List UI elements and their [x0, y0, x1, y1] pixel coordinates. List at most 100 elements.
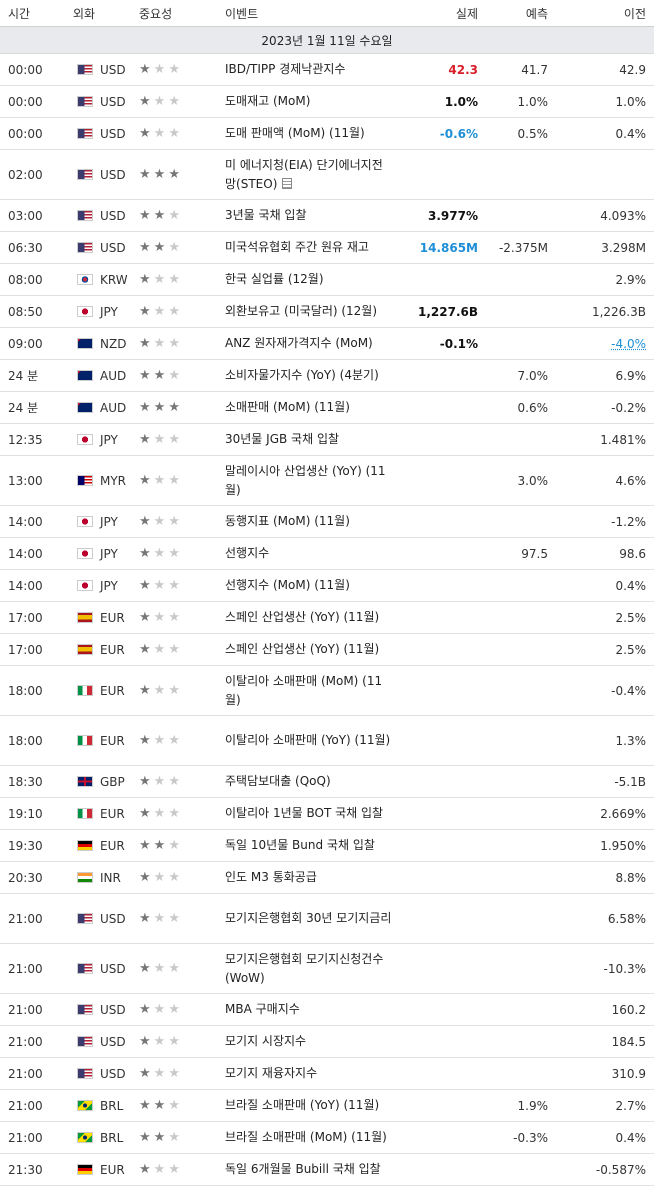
table-row[interactable]: 08:50 JPY ★★★ 외환보유고 (미국달러) (12월) 1,227.6B 1,2… [0, 295, 654, 328]
event-name-link[interactable]: 스페인 산업생산 (YoY) (11월) [225, 642, 380, 656]
table-row[interactable]: 17:00 EUR ★★★ 스페인 산업생산 (YoY) (11월) 2.5% [0, 601, 654, 634]
row-event[interactable]: 3년물 국채 입찰 [217, 199, 401, 232]
table-row[interactable]: 21:00 BRL ★★★ 브라질 소매판매 (MoM) (11월) -0.3% 0.4% [0, 1121, 654, 1154]
event-name-link[interactable]: 이탈리아 1년물 BOT 국채 입찰 [225, 806, 384, 820]
row-event[interactable]: 동행지표 (MoM) (11월) [217, 505, 401, 538]
row-event[interactable]: 스페인 산업생산 (YoY) (11월) [217, 601, 401, 634]
row-event[interactable]: 말레이시아 산업생산 (YoY) (11월) [217, 455, 401, 506]
event-name-link[interactable]: 동행지표 (MoM) (11월) [225, 514, 350, 528]
event-name-link[interactable]: 외환보유고 (미국달러) (12월) [225, 304, 378, 318]
header-currency[interactable]: 외화 [65, 0, 131, 27]
event-name-link[interactable]: 모기지 시장지수 [225, 1034, 307, 1048]
table-row[interactable]: 03:00 USD ★★★ 3년물 국채 입찰 3.977% 4.093% [0, 199, 654, 232]
table-row[interactable]: 06:30 USD ★★★ 미국석유협회 주간 원유 재고 14.865M -2.375M… [0, 231, 654, 264]
row-event[interactable]: 외환보유고 (미국달러) (12월) [217, 295, 401, 328]
header-event[interactable]: 이벤트 [217, 0, 401, 27]
row-event[interactable]: MBA 구매지수 [217, 993, 401, 1026]
event-name-link[interactable]: 모기지은행협회 모기지신청건수 (WoW) [225, 951, 384, 985]
event-name-link[interactable]: 30년물 JGB 국채 입찰 [225, 432, 340, 446]
event-name-link[interactable]: 모기지 재융자지수 [225, 1066, 318, 1080]
event-name-link[interactable]: 선행지수 [225, 546, 270, 560]
header-time[interactable]: 시간 [0, 0, 65, 27]
row-event[interactable]: 이탈리아 소매판매 (YoY) (11월) [217, 715, 401, 766]
row-event[interactable]: 모기지 시장지수 [217, 1025, 401, 1058]
table-row[interactable]: 00:00 USD ★★★ 도매재고 (MoM) 1.0% 1.0% 1.0% [0, 85, 654, 118]
table-row[interactable]: 24 분 AUD ★★★ 소비자물가지수 (YoY) (4분기) 7.0% 6.9% [0, 359, 654, 392]
row-event[interactable]: 브라질 소매판매 (YoY) (11월) [217, 1089, 401, 1122]
table-row[interactable]: 14:00 JPY ★★★ 동행지표 (MoM) (11월) -1.2% [0, 505, 654, 538]
table-row[interactable]: 18:00 EUR ★★★ 이탈리아 소매판매 (MoM) (11월) -0.4% [0, 665, 654, 716]
table-row[interactable]: 21:30 EUR ★★★ 독일 6개월물 Bubill 국채 입찰 -0.587% [0, 1153, 654, 1186]
row-event[interactable]: 도매 판매액 (MoM) (11월) [217, 117, 401, 150]
row-event[interactable]: 이탈리아 1년물 BOT 국채 입찰 [217, 797, 401, 830]
table-row[interactable]: 09:00 NZD ★★★ ANZ 원자재가격지수 (MoM) -0.1% -4.0% [0, 327, 654, 360]
row-event[interactable]: 미국석유협회 주간 원유 재고 [217, 231, 401, 264]
table-row[interactable]: 18:00 EUR ★★★ 이탈리아 소매판매 (YoY) (11월) 1.3% [0, 715, 654, 766]
previous-value[interactable]: -4.0% [611, 336, 646, 351]
table-row[interactable]: 17:00 EUR ★★★ 스페인 산업생산 (YoY) (11월) 2.5% [0, 633, 654, 666]
event-name-link[interactable]: 독일 10년물 Bund 국채 입찰 [225, 838, 375, 852]
table-row[interactable]: 19:30 EUR ★★★ 독일 10년물 Bund 국채 입찰 1.950% [0, 829, 654, 862]
event-name-link[interactable]: 도매 판매액 (MoM) (11월) [225, 126, 365, 140]
row-event[interactable]: 모기지은행협회 모기지신청건수 (WoW) [217, 943, 401, 994]
row-event[interactable]: 모기지은행협회 30년 모기지금리 [217, 893, 401, 944]
row-event[interactable]: 주택담보대출 (QoQ) [217, 765, 401, 798]
table-row[interactable]: 21:00 USD ★★★ MBA 구매지수 160.2 [0, 993, 654, 1026]
row-event[interactable]: 선행지수 [217, 537, 401, 570]
event-name-link[interactable]: IBD/TIPP 경제낙관지수 [225, 62, 346, 76]
table-row[interactable]: 18:30 GBP ★★★ 주택담보대출 (QoQ) -5.1B [0, 765, 654, 798]
event-name-link[interactable]: 독일 6개월물 Bubill 국채 입찰 [225, 1162, 381, 1176]
event-name-link[interactable]: 스페인 산업생산 (YoY) (11월) [225, 610, 380, 624]
row-event[interactable]: 독일 6개월물 Bubill 국채 입찰 [217, 1153, 401, 1186]
table-row[interactable]: 00:00 USD ★★★ IBD/TIPP 경제낙관지수 42.3 41.7 42.9 [0, 53, 654, 86]
event-name-link[interactable]: 인도 M3 통화공급 [225, 870, 317, 884]
event-name-link[interactable]: 소비자물가지수 (YoY) (4분기) [225, 368, 379, 382]
row-event[interactable]: 모기지 재융자지수 [217, 1057, 401, 1090]
event-name-link[interactable]: 도매재고 (MoM) [225, 94, 311, 108]
event-name-link[interactable]: 이탈리아 소매판매 (YoY) (11월) [225, 733, 391, 747]
event-name-link[interactable]: 브라질 소매판매 (MoM) (11월) [225, 1130, 387, 1144]
event-name-link[interactable]: 3년물 국채 입찰 [225, 208, 307, 222]
event-name-link[interactable]: 브라질 소매판매 (YoY) (11월) [225, 1098, 380, 1112]
table-row[interactable]: 21:00 USD ★★★ 모기지은행협회 30년 모기지금리 6.58% [0, 893, 654, 944]
table-row[interactable]: 08:00 KRW ★★★ 한국 실업률 (12월) 2.9% [0, 263, 654, 296]
row-event[interactable]: 이탈리아 소매판매 (MoM) (11월) [217, 665, 401, 716]
row-event[interactable]: 미 에너지청(EIA) 단기에너지전망(STEO) [217, 149, 401, 200]
event-name-link[interactable]: 한국 실업률 (12월) [225, 272, 324, 286]
table-row[interactable]: 19:10 EUR ★★★ 이탈리아 1년물 BOT 국채 입찰 2.669% [0, 797, 654, 830]
row-event[interactable]: 브라질 소매판매 (MoM) (11월) [217, 1121, 401, 1154]
event-name-link[interactable]: 선행지수 (MoM) (11월) [225, 578, 350, 592]
event-name-link[interactable]: MBA 구매지수 [225, 1002, 300, 1016]
row-event[interactable]: ANZ 원자재가격지수 (MoM) [217, 327, 401, 360]
row-event[interactable]: 스페인 산업생산 (YoY) (11월) [217, 633, 401, 666]
row-event[interactable]: 30년물 JGB 국채 입찰 [217, 423, 401, 456]
table-row[interactable]: 20:30 INR ★★★ 인도 M3 통화공급 8.8% [0, 861, 654, 894]
table-row[interactable]: 00:00 USD ★★★ 도매 판매액 (MoM) (11월) -0.6% 0.5% 0.… [0, 117, 654, 150]
table-row[interactable]: 24 분 AUD ★★★ 소매판매 (MoM) (11월) 0.6% -0.2% [0, 391, 654, 424]
row-event[interactable]: 선행지수 (MoM) (11월) [217, 569, 401, 602]
event-name-link[interactable]: 미국석유협회 주간 원유 재고 [225, 240, 369, 254]
table-row[interactable]: 12:35 JPY ★★★ 30년물 JGB 국채 입찰 1.481% [0, 423, 654, 456]
row-event[interactable]: 인도 M3 통화공급 [217, 861, 401, 894]
header-importance[interactable]: 중요성 [131, 0, 217, 27]
table-row[interactable]: 21:00 USD ★★★ 모기지 재융자지수 310.9 [0, 1057, 654, 1090]
table-row[interactable]: 13:00 MYR ★★★ 말레이시아 산업생산 (YoY) (11월) 3.0% 4.6… [0, 455, 654, 506]
event-name-link[interactable]: ANZ 원자재가격지수 (MoM) [225, 336, 373, 350]
row-event[interactable]: 한국 실업률 (12월) [217, 263, 401, 296]
table-row[interactable]: 14:00 JPY ★★★ 선행지수 (MoM) (11월) 0.4% [0, 569, 654, 602]
event-name-link[interactable]: 말레이시아 산업생산 (YoY) (11월) [225, 463, 386, 497]
row-event[interactable]: IBD/TIPP 경제낙관지수 [217, 53, 401, 86]
document-icon[interactable] [282, 177, 293, 189]
event-name-link[interactable]: 모기지은행협회 30년 모기지금리 [225, 911, 392, 925]
event-name-link[interactable]: 미 에너지청(EIA) 단기에너지전망(STEO) [225, 157, 383, 191]
event-name-link[interactable]: 소매판매 (MoM) (11월) [225, 400, 350, 414]
row-event[interactable]: 소매판매 (MoM) (11월) [217, 391, 401, 424]
table-row[interactable]: 21:00 BRL ★★★ 브라질 소매판매 (YoY) (11월) 1.9% 2.7% [0, 1089, 654, 1122]
table-row[interactable]: 02:00 USD ★★★ 미 에너지청(EIA) 단기에너지전망(STEO) [0, 149, 654, 200]
table-row[interactable]: 21:00 USD ★★★ 모기지은행협회 모기지신청건수 (WoW) -10.3% [0, 943, 654, 994]
row-event[interactable]: 소비자물가지수 (YoY) (4분기) [217, 359, 401, 392]
header-actual[interactable]: 실제 [401, 0, 486, 27]
event-name-link[interactable]: 이탈리아 소매판매 (MoM) (11월) [225, 673, 383, 707]
header-forecast[interactable]: 예측 [486, 0, 556, 27]
event-name-link[interactable]: 주택담보대출 (QoQ) [225, 774, 331, 788]
